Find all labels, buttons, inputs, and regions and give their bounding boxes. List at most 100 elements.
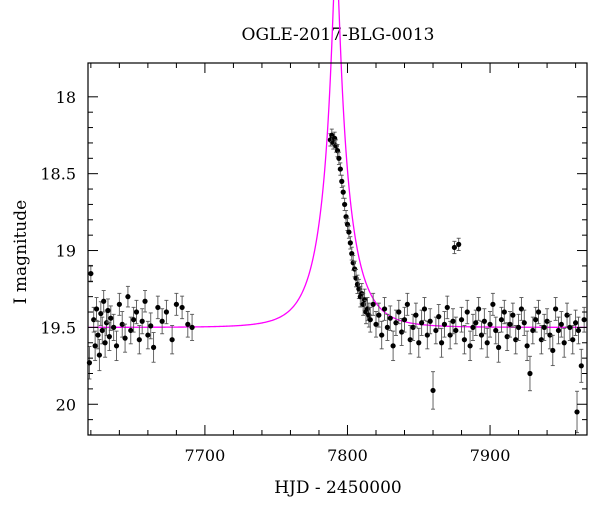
data-point: [538, 325, 544, 355]
data-point: [185, 311, 191, 338]
data-point: [561, 327, 567, 358]
data-point: [530, 316, 536, 345]
data-point: [150, 332, 157, 363]
y-tick-label: 18.5: [40, 165, 76, 184]
data-point: [496, 332, 502, 363]
data-point: [189, 313, 195, 341]
data-point: [119, 311, 125, 338]
data-point: [93, 297, 100, 321]
data-point: [578, 348, 584, 383]
data-point: [116, 292, 122, 316]
data-point: [131, 306, 137, 333]
data-point: [484, 327, 490, 358]
data-point: [404, 292, 410, 316]
data-point: [458, 306, 465, 333]
data-point: [105, 298, 111, 323]
data-point: [515, 313, 522, 341]
data-point: [390, 330, 396, 362]
data-point: [139, 308, 145, 335]
data-point: [340, 185, 346, 199]
data-point: [453, 316, 459, 345]
data-point: [467, 330, 473, 362]
data-point: [553, 297, 559, 321]
data-point: [342, 197, 348, 212]
data-point: [155, 295, 161, 320]
data-point: [91, 306, 97, 333]
data-point: [570, 325, 576, 355]
data-point: [346, 225, 352, 239]
data-point: [436, 304, 442, 330]
data-point: [478, 320, 485, 350]
chart-title: OGLE-2017-BLG-0013: [242, 25, 435, 45]
data-point: [572, 309, 579, 336]
data-point: [451, 240, 458, 255]
data-point: [145, 320, 151, 350]
data-point: [481, 308, 487, 335]
data-point: [564, 302, 570, 328]
data-point: [555, 316, 562, 345]
data-point: [421, 297, 428, 321]
data-point: [142, 290, 148, 313]
data-point: [547, 320, 553, 350]
data-point: [541, 313, 547, 341]
data-point: [447, 320, 453, 350]
data-point: [92, 330, 98, 362]
data-point: [370, 292, 376, 316]
data-point: [450, 308, 456, 335]
data-point: [510, 302, 516, 328]
data-point: [173, 292, 179, 316]
data-point: [498, 306, 505, 333]
data-point: [349, 246, 355, 261]
model-curve-layer: [88, 0, 587, 328]
x-tick-label: 7800: [327, 446, 368, 465]
data-point: [581, 306, 587, 333]
x-axis-label: HJD - 2450000: [274, 478, 402, 498]
data-point: [521, 309, 527, 336]
data-point: [88, 264, 94, 283]
data-point: [399, 318, 405, 346]
data-point: [136, 325, 142, 355]
data-point: [507, 311, 513, 338]
data-point: [544, 308, 550, 335]
data-point: [558, 311, 564, 338]
data-point: [427, 308, 433, 335]
data-point: [396, 299, 402, 325]
data-point: [113, 330, 120, 362]
data-point: [169, 325, 175, 355]
data-point: [407, 325, 413, 355]
data-point: [125, 285, 131, 308]
data-point: [102, 327, 108, 358]
y-tick-label: 19: [56, 242, 76, 261]
data-point: [527, 355, 533, 392]
data-point: [387, 305, 393, 331]
data-point: [464, 299, 470, 325]
data-point: [524, 330, 530, 362]
x-tick-label: 7900: [470, 446, 511, 465]
data-point: [473, 309, 479, 336]
data-point: [401, 306, 408, 333]
data-point: [367, 306, 373, 333]
data-point: [550, 334, 556, 367]
data-point: [476, 297, 482, 321]
data-point: [461, 325, 467, 355]
y-axis-label: I magnitude: [11, 200, 31, 304]
data-point: [470, 313, 476, 341]
data-point: [430, 371, 436, 410]
y-tick-label: 20: [56, 395, 76, 414]
data-point: [574, 390, 580, 434]
data-point: [122, 323, 128, 353]
data-point: [518, 297, 525, 321]
data-point: [444, 295, 450, 320]
data-point: [533, 306, 539, 333]
data-point: [416, 327, 422, 358]
model-curve: [88, 0, 587, 328]
data-point: [381, 297, 388, 321]
data-point: [101, 290, 107, 313]
data-point: [339, 174, 345, 188]
data-point: [535, 299, 542, 325]
data-point: [159, 308, 165, 335]
data-point: [148, 312, 154, 340]
data-point: [419, 309, 425, 336]
data-point: [456, 237, 462, 251]
